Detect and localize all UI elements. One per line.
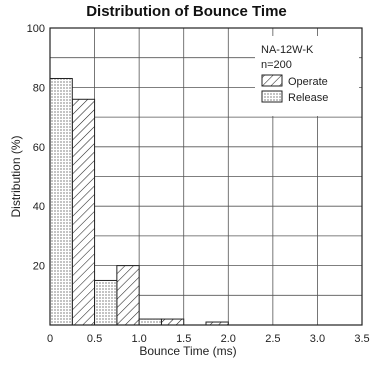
x-tick-label: 1.5 [176, 333, 191, 345]
bar-operate-3 [116, 265, 140, 326]
legend-swatch-release [261, 90, 283, 103]
y-axis-label: Distribution (%) [9, 135, 23, 217]
chart-title: Distribution of Bounce Time [86, 3, 287, 20]
x-tick-label: 2.5 [265, 333, 280, 345]
plot-frame [49, 27, 363, 326]
x-axis-label: Bounce Time (ms) [139, 344, 236, 358]
y-tick-label: 40 [33, 201, 45, 213]
legend-label-release: Release [288, 92, 328, 104]
bar-release-2 [94, 279, 118, 326]
x-tick-label: 3.0 [310, 333, 325, 345]
y-tick-label: 100 [27, 23, 45, 35]
bar-release-0 [49, 77, 73, 326]
legend-label-operate: Operate [288, 76, 328, 88]
ticks: 0 0.5 1.0 1.5 2.0 2.5 3.0 3.5 20 40 60 80 100 [27, 23, 370, 345]
x-tick-label: 3.5 [354, 333, 369, 345]
y-tick-label: 60 [33, 142, 45, 154]
legend-swatch-operate [261, 74, 283, 87]
legend: NA-12W-K n=200 Operate Release [255, 36, 359, 116]
x-tick-label: 1.0 [131, 333, 146, 345]
y-tick-label: 80 [33, 82, 45, 94]
y-tick-label: 20 [33, 261, 45, 273]
x-tick-label: 0.5 [87, 333, 102, 345]
x-tick-label: 0 [47, 333, 53, 345]
bar-release-4 [138, 318, 162, 326]
x-tick-label: 2.0 [221, 333, 236, 345]
bar-operate-5 [160, 318, 185, 326]
bars [49, 77, 229, 326]
bar-operate-1 [71, 98, 96, 326]
annotation-text: NA-12W-K [261, 44, 314, 56]
annotation-text: n=200 [261, 59, 292, 71]
